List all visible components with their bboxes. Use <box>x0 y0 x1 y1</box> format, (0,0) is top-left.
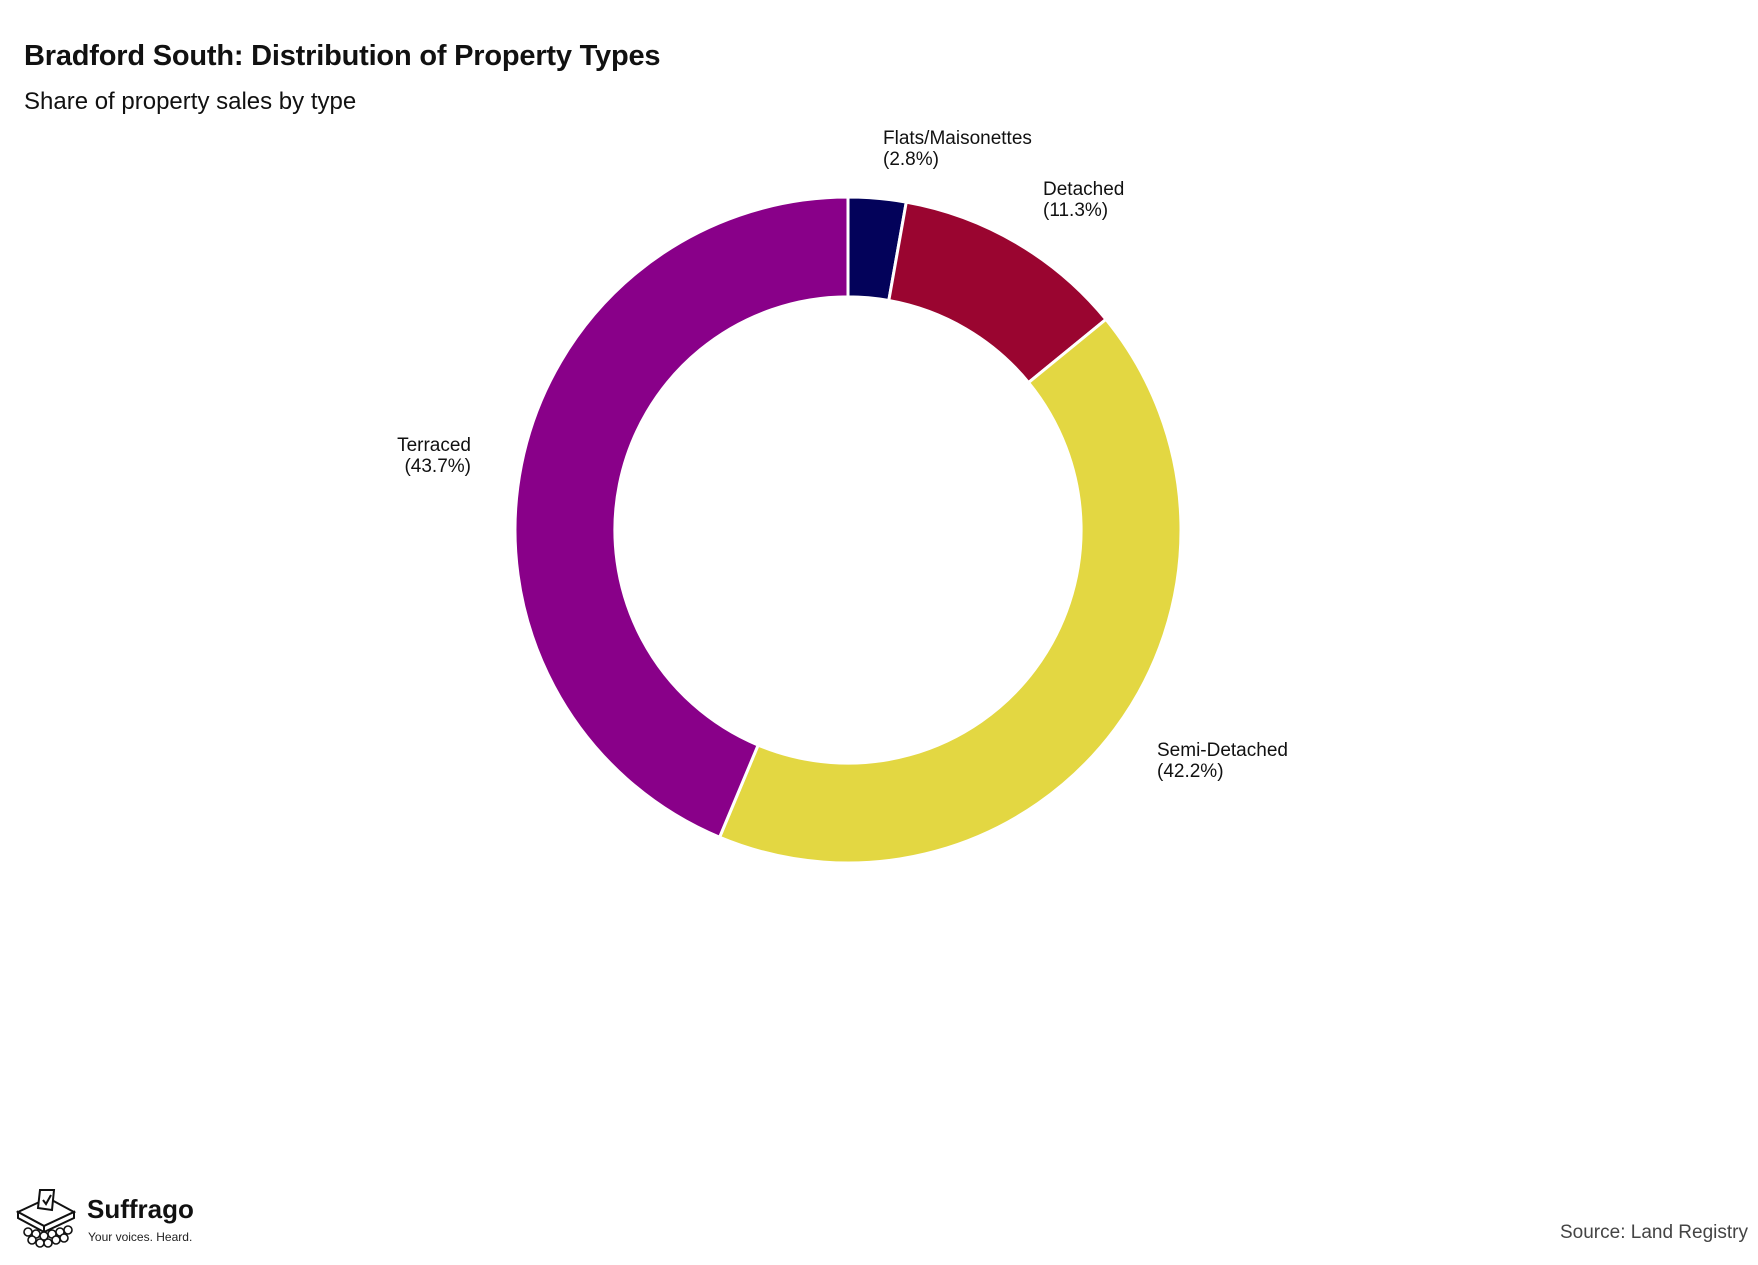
slice-label-terraced: Terraced (43.7%) <box>397 435 471 477</box>
chart-title: Bradford South: Distribution of Property… <box>24 40 661 72</box>
brand-name: Suffrago <box>87 1194 194 1224</box>
ballot-box-icon <box>15 1189 77 1248</box>
chart-subtitle: Share of property sales by type <box>24 88 357 115</box>
slice-label-detached: Detached (11.3%) <box>1043 179 1124 221</box>
slice-terraced <box>513 195 850 840</box>
source-note: Source: Land Registry <box>1560 1222 1748 1243</box>
brand-block: Suffrago Your voices. Heard. <box>14 1188 204 1248</box>
brand-tagline: Your voices. Heard. <box>88 1230 193 1244</box>
slice-label-semi-detached: Semi-Detached (42.2%) <box>1157 740 1288 782</box>
slice-label-flats-maisonettes: Flats/Maisonettes (2.8%) <box>883 128 1032 170</box>
slice-semi-detached <box>717 317 1183 865</box>
